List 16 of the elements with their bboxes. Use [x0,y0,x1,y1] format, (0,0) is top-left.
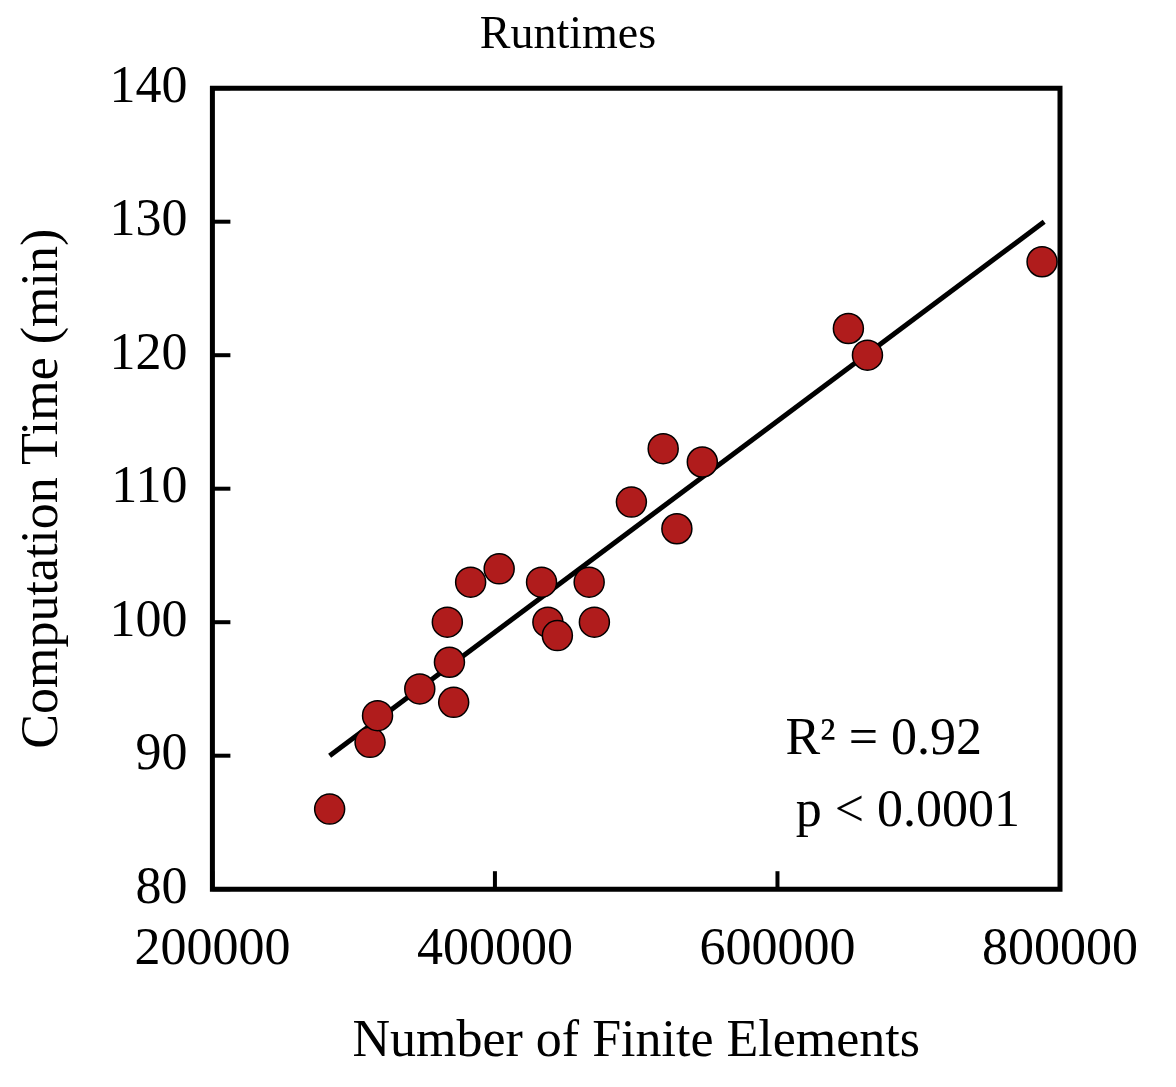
y-tick-label: 100 [109,589,188,647]
y-tick-label: 130 [109,189,188,247]
annotation: R² = 0.92 [785,708,982,766]
y-tick-label: 110 [111,456,188,514]
x-tick-label: 800000 [982,918,1138,976]
y-tick-label: 90 [135,723,188,781]
x-tick-label: 600000 [699,918,856,976]
annotation: p < 0.0001 [795,780,1020,838]
x-tick-label: 400000 [416,918,573,976]
x-axis-title: Number of Finite Elements [352,1010,920,1068]
chart-title: Runtimes [479,6,657,58]
y-tick-label: 140 [109,55,188,113]
y-axis-title: Computation Time (min) [10,228,69,749]
y-tick-label: 80 [135,856,188,914]
x-tick-label: 200000 [134,918,291,976]
y-tick-label: 120 [109,322,188,380]
